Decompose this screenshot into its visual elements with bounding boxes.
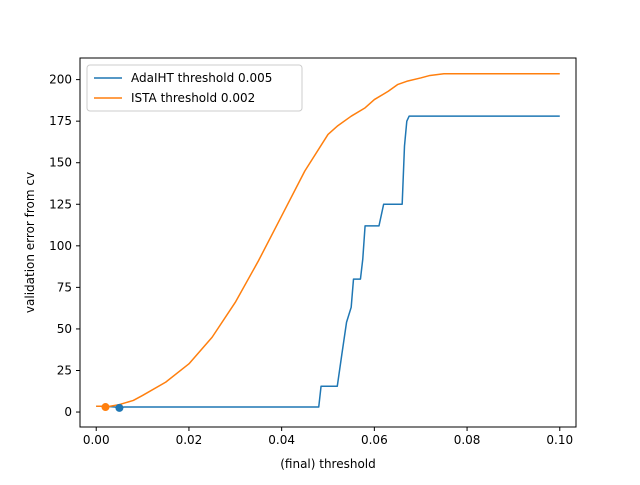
series-line-ista (96, 73, 560, 408)
y-tick-label: 125 (49, 197, 72, 211)
y-axis-ticks: 0 25 50 75 100 125 150 175 200 (49, 73, 80, 419)
legend-label-ista: ISTA threshold 0.002 (131, 91, 255, 105)
x-tick-label: 0.08 (454, 433, 481, 447)
marker-point-adaiht (115, 403, 124, 412)
y-tick-label: 100 (49, 239, 72, 253)
x-tick-label: 0.06 (361, 433, 388, 447)
x-tick-label: 0.02 (176, 433, 203, 447)
y-tick-label: 75 (57, 280, 72, 294)
y-tick-label: 175 (49, 114, 72, 128)
x-axis-ticks: 0.00 0.02 0.04 0.06 0.08 0.10 (83, 427, 573, 447)
y-axis-label: validation error from cv (23, 172, 37, 313)
series-line-adaiht (96, 115, 560, 409)
x-tick-label: 0.10 (546, 433, 573, 447)
y-tick-label: 150 (49, 156, 72, 170)
axes-frame (79, 57, 577, 428)
legend: AdaIHT threshold 0.005 ISTA threshold 0.… (86, 64, 303, 112)
x-tick-label: 0.04 (268, 433, 295, 447)
y-tick-label: 25 (57, 363, 72, 377)
y-tick-label: 0 (64, 405, 72, 419)
y-tick-label: 200 (49, 73, 72, 87)
legend-label-adaiht: AdaIHT threshold 0.005 (131, 71, 272, 85)
y-tick-label: 50 (57, 322, 72, 336)
legend-box (86, 64, 303, 112)
x-tick-label: 0.00 (83, 433, 110, 447)
series-layer (96, 73, 560, 409)
marker-layer (101, 403, 124, 412)
x-axis-label: (final) threshold (280, 457, 376, 471)
marker-point-ista (101, 403, 110, 412)
